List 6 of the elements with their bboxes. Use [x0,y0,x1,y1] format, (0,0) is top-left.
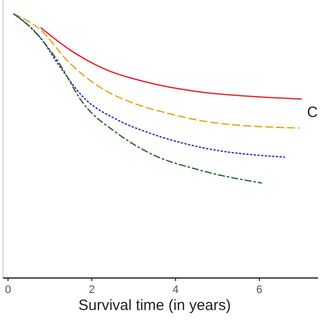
annotation: C [307,104,318,121]
x-tick-label: 4 [172,284,179,296]
x-tick-label: 2 [88,284,95,296]
x-tick-label: 0 [4,284,12,296]
x-axis-title: Survival time (in years) [78,297,231,314]
x-tick-label: 6 [256,284,262,296]
